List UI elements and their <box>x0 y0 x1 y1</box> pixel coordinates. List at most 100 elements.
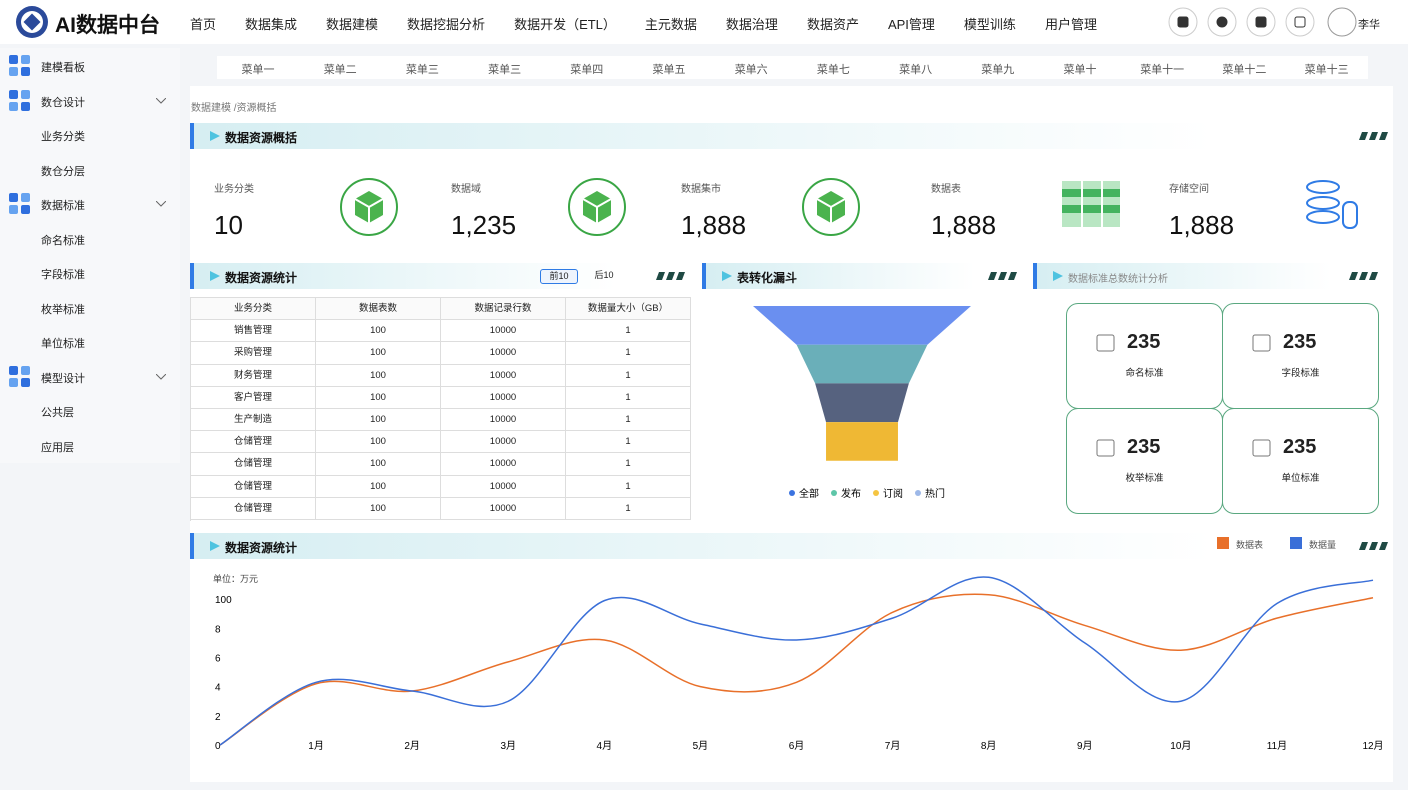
table-cell: 数据记录行数 <box>441 298 566 321</box>
table-row <box>1062 189 1120 197</box>
nav-item[interactable]: 数据资产 <box>806 17 859 32</box>
icon-circle[interactable] <box>1285 7 1315 37</box>
tab[interactable]: 菜单一 <box>241 64 275 76</box>
tab[interactable]: 菜单九 <box>981 64 1015 76</box>
menu-group[interactable]: 数据标准 <box>41 200 85 212</box>
nav-item[interactable]: API管理 <box>887 17 935 32</box>
tab[interactable]: 菜单五 <box>652 64 686 76</box>
tab[interactable]: 菜单十一 <box>1140 64 1185 76</box>
nav-item[interactable]: 主元数据 <box>644 17 697 32</box>
table-cell: 10000 <box>441 453 566 476</box>
menu-icon <box>9 365 30 387</box>
menu-item[interactable]: 单位标准 <box>41 338 85 350</box>
tab[interactable]: 菜单四 <box>570 64 604 76</box>
deco-stripe <box>1369 272 1378 280</box>
section-header: 数据标准总数统计分析 <box>1033 263 1383 289</box>
table-cell: 100 <box>316 497 441 520</box>
section-deco <box>1359 132 1388 140</box>
menu-group[interactable]: 模型设计 <box>41 372 85 385</box>
tab[interactable]: 菜单七 <box>816 64 850 76</box>
standard-card: 235 枚举标准 <box>1066 408 1223 514</box>
logo-text: AI数据中台 <box>55 14 160 37</box>
nav-item[interactable]: 模型训练 <box>963 17 1016 32</box>
deco-stripe <box>1008 272 1017 280</box>
tab[interactable]: 菜单二 <box>323 64 357 76</box>
table-cell: 仓储管理 <box>191 475 316 498</box>
table-cell: 1 <box>566 409 691 432</box>
menu-item[interactable]: 命名标准 <box>41 234 85 247</box>
nav-item[interactable]: 数据治理 <box>725 17 778 32</box>
icon-square <box>21 101 30 111</box>
table-cell: 1 <box>566 431 691 454</box>
menu-item[interactable]: 公共层 <box>41 407 74 419</box>
icon-glyph <box>1294 16 1306 28</box>
card-icon <box>1062 181 1120 227</box>
menu-group[interactable]: 数仓设计 <box>41 96 85 109</box>
rank-button[interactable]: 前10 <box>540 269 578 284</box>
triangle <box>722 271 732 281</box>
y-tick-label: 2 <box>215 712 221 723</box>
x-tick-label: 3月 <box>500 740 516 752</box>
standard-label: 枚举标准 <box>1125 473 1164 484</box>
section-header: 表转化漏斗 <box>702 263 1022 289</box>
header-icon-button <box>1246 7 1276 37</box>
tab[interactable]: 菜单三 <box>405 64 439 76</box>
triangle <box>210 131 220 141</box>
triangle <box>210 271 220 281</box>
line-chart: 单位：万元 0 2 4 6 8 100 1月 2月 3月 4月 5月 6月 7月 8月 9月 10月 11月 12月 <box>213 573 1384 752</box>
table-cell: 销售管理 <box>191 320 316 343</box>
section-header: 数据资源统计 前10 后10 <box>190 263 690 289</box>
section-title: 数据资源统计 <box>225 541 298 555</box>
tab[interactable]: 菜单八 <box>899 64 933 76</box>
tab[interactable]: 菜单十二 <box>1222 64 1267 76</box>
legend-label: 数据量 <box>1309 540 1337 550</box>
table-cell: 100 <box>316 364 441 387</box>
x-tick-label: 2月 <box>404 740 420 752</box>
section-triangle <box>210 541 220 551</box>
legend-dot <box>789 490 795 496</box>
table-cell: 10000 <box>441 364 566 387</box>
rank-button[interactable]: 后10 <box>594 270 614 280</box>
table-cell: 财务管理 <box>191 364 316 387</box>
standard-label: 字段标准 <box>1281 368 1320 379</box>
card-label: 数据集市 <box>681 184 721 195</box>
nav-item[interactable]: 数据挖掘分析 <box>407 17 486 32</box>
table-cell: 1 <box>566 320 691 343</box>
logo-icon <box>16 6 48 38</box>
table-cell: 仓储管理 <box>191 431 316 454</box>
nav-item[interactable]: 数据开发（ETL） <box>514 17 616 32</box>
nav-item[interactable]: 用户管理 <box>1044 17 1097 32</box>
table-cell: 10000 <box>441 475 566 498</box>
table-cell: 采购管理 <box>191 342 316 365</box>
x-tick-label: 12月 <box>1362 740 1383 752</box>
icon-square <box>9 205 18 214</box>
nav-item[interactable]: 首页 <box>190 17 217 32</box>
tab[interactable]: 菜单六 <box>734 64 768 76</box>
legend-dot <box>915 490 921 496</box>
tab[interactable]: 菜单十 <box>1063 64 1097 76</box>
menu-item[interactable]: 枚举标准 <box>41 303 85 316</box>
deco-stripe <box>1369 542 1378 550</box>
data-table: 业务分类 数据表数 数据记录行数 数据量大小（GB） 销售管理 100 10000 1 采购管理… <box>190 297 691 521</box>
standard-icon <box>1096 439 1115 457</box>
menu-item[interactable]: 业务分类 <box>41 131 85 143</box>
icon-square <box>9 193 18 202</box>
y-tick-label: 100 <box>215 595 232 606</box>
db-body <box>1342 201 1358 229</box>
section-triangle <box>722 271 732 281</box>
x-tick-label: 10月 <box>1170 740 1191 752</box>
card-label: 存储空间 <box>1169 184 1209 195</box>
line-series <box>219 576 1374 746</box>
menu-group[interactable]: 建模看板 <box>41 62 85 74</box>
menu-item[interactable]: 应用层 <box>41 441 74 454</box>
nav-item[interactable]: 数据集成 <box>245 17 298 32</box>
menu-item[interactable]: 数仓分层 <box>41 165 85 178</box>
tab[interactable]: 菜单十三 <box>1304 64 1349 76</box>
standard-card: 235 字段标准 <box>1222 303 1379 409</box>
nav-item[interactable]: 数据建模 <box>326 17 379 32</box>
menu-item[interactable]: 字段标准 <box>41 269 85 281</box>
table-cell: 10000 <box>441 497 566 520</box>
legend-label: 数据表 <box>1236 540 1264 550</box>
tab[interactable]: 菜单三 <box>488 64 522 76</box>
icon-square <box>9 365 18 375</box>
